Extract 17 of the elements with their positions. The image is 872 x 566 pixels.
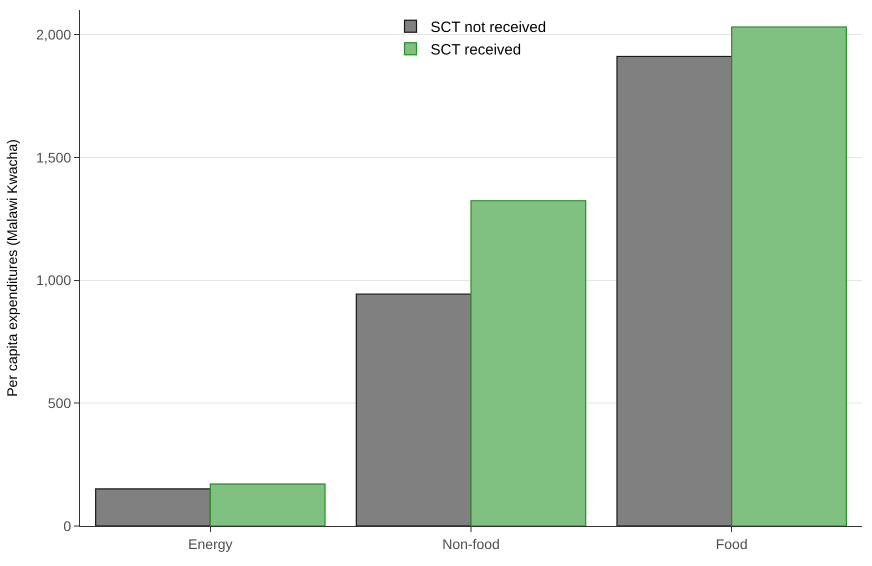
bar (470, 200, 586, 526)
bar (356, 293, 472, 526)
y-tick-label: 500 (48, 395, 72, 412)
bar (210, 483, 326, 526)
bar (731, 26, 847, 526)
y-tick-label: 2,000 (36, 26, 72, 42)
y-tick-label: 1,000 (36, 272, 72, 288)
y-axis-title: Per capita expenditures (Malawi Kwacha) (4, 139, 20, 397)
bar (616, 56, 732, 526)
x-tick-label: Food (716, 536, 748, 552)
legend-label: SCT received (430, 42, 522, 59)
bar (95, 488, 211, 526)
x-tick-label: Non-food (442, 536, 500, 552)
y-tick-label: 0 (63, 518, 72, 534)
y-tick-label: 1,500 (36, 149, 72, 166)
legend-label: SCT not received (430, 19, 546, 36)
x-tick-label: Energy (188, 536, 233, 552)
